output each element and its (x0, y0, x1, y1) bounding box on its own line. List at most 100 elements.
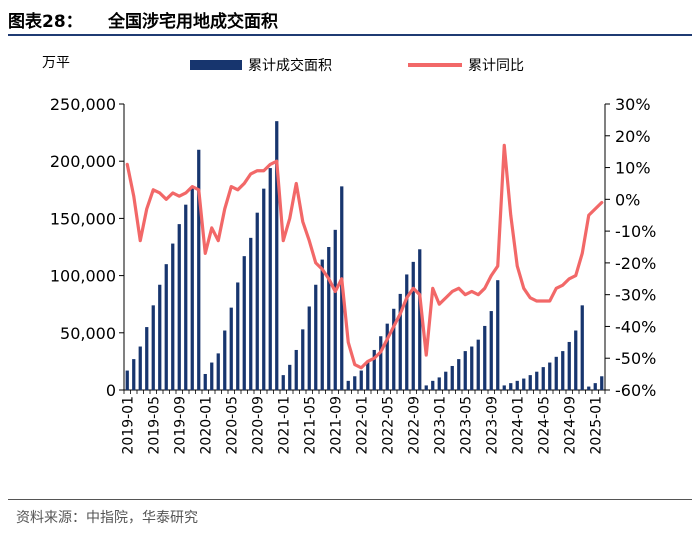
source-note: 资料来源：中指院，华泰研究 (16, 510, 198, 526)
bar (171, 243, 175, 390)
bar (346, 380, 350, 390)
bar (288, 364, 292, 390)
chart: 0 50,000 100,000 150,000 200,000 250,000 -60% -… (42, 55, 656, 455)
right-axis-tick-label: 30% (615, 95, 651, 114)
bar (580, 305, 584, 390)
bar (158, 284, 162, 390)
bar (437, 377, 441, 390)
bar (574, 330, 578, 390)
bar (405, 274, 409, 390)
bar (600, 376, 604, 390)
bar (145, 327, 149, 390)
right-axis-tick-label: -30% (615, 286, 656, 305)
legend-bar-swatch (190, 60, 242, 70)
bar (236, 282, 240, 390)
x-axis-tick-label: 2022-09 (406, 396, 422, 455)
bar (190, 186, 194, 390)
left-axis-tick-label: 100,000 (50, 267, 116, 286)
bar (359, 370, 363, 390)
bar (164, 264, 168, 390)
bar (483, 325, 487, 390)
bar (418, 249, 422, 390)
bar (333, 229, 337, 390)
bar (229, 307, 233, 390)
left-axis-tick-label: 50,000 (60, 324, 116, 343)
x-axis-tick-label: 2023-01 (432, 396, 448, 455)
bar (509, 383, 513, 390)
x-axis-tick-label: 2021-05 (302, 396, 318, 455)
left-axis-tick-label: 200,000 (50, 152, 116, 171)
right-axis-tick-label: 20% (615, 127, 651, 146)
bar (424, 385, 428, 390)
bar (320, 259, 324, 390)
bar (541, 367, 545, 390)
bar (203, 373, 207, 390)
line-series (125, 143, 604, 370)
right-axis-tick-label: 0% (615, 190, 640, 209)
bar (444, 371, 448, 390)
bar (489, 311, 493, 390)
bar (587, 386, 591, 390)
bar (502, 385, 506, 390)
bar (151, 305, 155, 390)
bar (242, 256, 246, 390)
bar (593, 383, 597, 390)
x-axis-tick-label: 2022-05 (380, 396, 396, 455)
bar (528, 375, 532, 390)
x-axis-tick-label: 2023-09 (484, 396, 500, 455)
title-bar: 图表28： 全国涉宅用地成交面积 (8, 4, 692, 36)
x-axis-tick-label: 2020-01 (198, 396, 214, 455)
right-axis-tick-label: 10% (615, 159, 651, 178)
bar (535, 371, 539, 390)
right-axis-tick-label: -10% (615, 222, 656, 241)
right-axis-tick-label: -20% (615, 254, 656, 273)
bar (515, 380, 519, 390)
bar (132, 359, 136, 390)
bar (327, 247, 331, 390)
bar (548, 362, 552, 390)
left-axis-unit: 万平 (42, 55, 70, 71)
legend: 累计成交面积 累计同比 (190, 57, 524, 74)
bar (567, 341, 571, 390)
bar (255, 212, 259, 390)
figure-number: 图表28： (8, 12, 83, 32)
bar (138, 346, 142, 390)
x-axis-tick-label: 2019-01 (120, 396, 136, 455)
left-axis-tick-label: 0 (106, 381, 116, 400)
bar (216, 353, 220, 390)
x-axis-tick-label: 2024-09 (562, 396, 578, 455)
legend-line-label: 累计同比 (468, 58, 524, 74)
x-axis-tick-label: 2019-09 (172, 396, 188, 455)
bar (385, 323, 389, 390)
x-axis-tick-label: 2024-01 (510, 396, 526, 455)
legend-bar-label: 累计成交面积 (248, 57, 332, 74)
right-axis-tick-label: -50% (615, 349, 656, 368)
figure-title: 全国涉宅用地成交面积 (108, 12, 278, 32)
bar (431, 380, 435, 390)
left-axis-tick-label: 150,000 (50, 209, 116, 228)
x-axis-tick-label: 2025-01 (588, 396, 604, 455)
source-rule (8, 499, 692, 500)
bar (184, 204, 188, 390)
bar (450, 365, 454, 390)
bar-series (125, 121, 604, 390)
right-axis-tick-label: -40% (615, 317, 656, 336)
bar (398, 293, 402, 390)
bar (561, 351, 565, 390)
bar (210, 362, 214, 390)
bar (125, 370, 129, 390)
bar (353, 376, 357, 390)
left-axis-tick-label: 250,000 (50, 95, 116, 114)
x-axis-tick-label: 2019-05 (146, 396, 162, 455)
right-axis-tick-label: -60% (615, 381, 656, 400)
bar (307, 306, 311, 390)
x-axis-tick-label: 2021-01 (276, 396, 292, 455)
x-axis-tick-label: 2021-09 (328, 396, 344, 455)
bar (522, 378, 526, 390)
bar (392, 308, 396, 390)
bar (275, 121, 279, 390)
bar (476, 339, 480, 390)
bar (314, 284, 318, 390)
x-axis-tick-label: 2020-09 (250, 396, 266, 455)
bar (294, 349, 298, 390)
